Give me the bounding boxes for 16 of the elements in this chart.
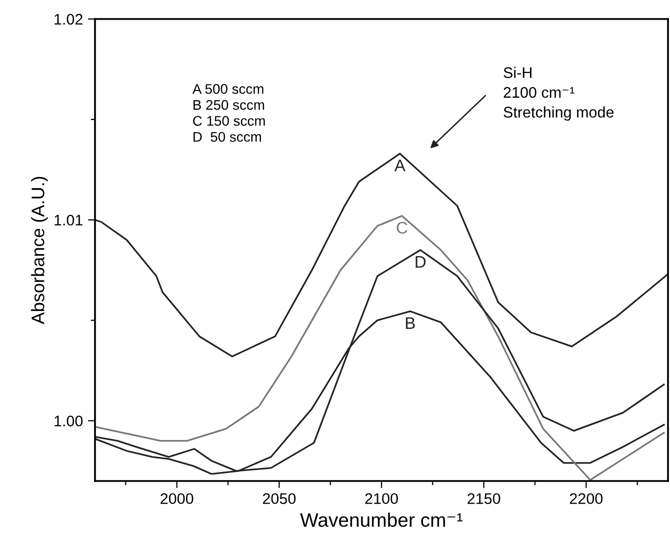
x-tick-label: 2050	[262, 493, 296, 504]
x-tick-label: 2150	[468, 493, 500, 504]
series-label: C	[396, 222, 408, 234]
x-axis-title: Wavenumber cm⁻¹	[300, 512, 463, 527]
x-tick-label: 2200	[570, 493, 603, 504]
annotation: A 500 sccm B 250 sccm C 150 sccm D 50 sccm	[192, 84, 265, 142]
y-tick-label: 1.00	[54, 416, 83, 426]
series-label: A	[394, 160, 406, 172]
annotation: Si-H 2100 cm⁻¹ Stretching mode	[504, 66, 614, 121]
series-label: B	[406, 317, 415, 329]
y-tick-label: 1.01	[54, 214, 82, 226]
x-tick-label: 2000	[160, 493, 194, 504]
y-tick-label: 1.02	[54, 14, 82, 25]
series-label: D	[416, 256, 426, 268]
y-axis-title: Absorbance (A.U.)	[31, 176, 48, 324]
x-tick-label: 2100	[365, 493, 398, 504]
